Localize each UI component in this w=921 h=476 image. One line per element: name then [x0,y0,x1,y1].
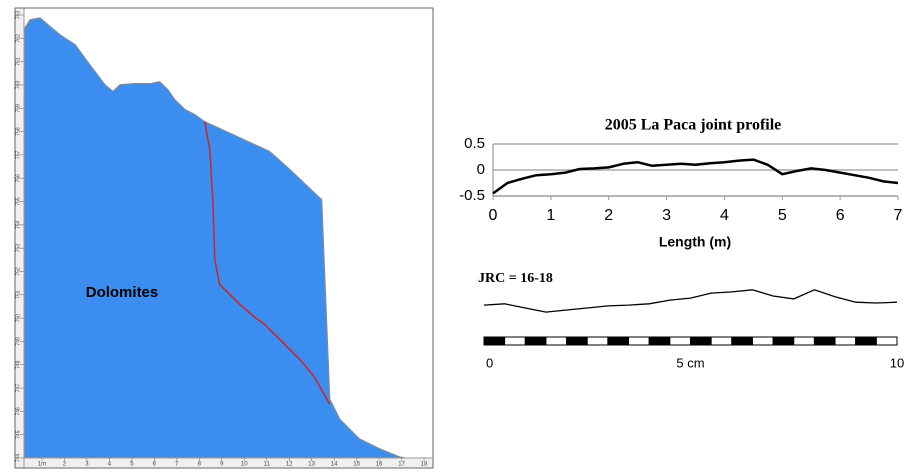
x-axis-label: Length (m) [659,234,731,250]
x-tick-label: 6 [153,462,157,468]
line [492,158,899,195]
y-tick-label: 755 [15,197,21,206]
frame [14,7,434,469]
scale-segment [524,336,547,346]
x-tick-label: 10 [241,462,248,468]
x-tick-label: 8 [198,462,202,468]
x-tick-label: 14 [331,462,338,468]
x-tick-label: 16 [376,462,383,468]
chart-title: 2005 La Paca joint profile [605,117,782,134]
x-tick-label: 4 [720,207,729,224]
scale-segment [834,336,857,346]
scale-segment [772,336,795,346]
y-tick-label: 747 [15,384,21,393]
x-tick-label: 3 [662,207,671,224]
x-tick-label: 12 [286,462,293,468]
y-tick-label: 760 [15,81,21,90]
scale-segment [669,336,691,346]
x-tick-label: 5 [130,462,134,468]
x-tick-label: 17 [398,462,405,468]
x-tick-label: 15 [353,462,360,468]
annotation: JRC = 16-18 [478,271,553,286]
y-tick-label: 757 [15,151,21,160]
x-tick-label: 3 [85,462,89,468]
y-tick-label: 761 [15,57,21,66]
scale-segment [813,336,836,346]
y-tick-label: 0.5 [464,135,485,152]
y-tick-label: -0.5 [459,187,485,204]
scale-label: 5 cm [676,355,704,370]
y-tick-label: 754 [15,220,21,229]
scale-segment [855,336,877,346]
scale-segment [586,336,609,346]
scale-segment [793,336,815,346]
y-tick-label: 746 [15,407,21,416]
x-tick-label: 0 [489,207,498,224]
y-tick-label: 763 [15,11,21,20]
y-tick-label: 0 [477,161,485,178]
scale-segment [483,336,506,346]
y-tick-label: 752 [15,267,21,276]
y-tick-label: 748 [15,360,21,369]
profile-line [483,289,898,313]
scale-segment [566,336,588,346]
y-tick-label: 756 [15,174,21,183]
x-tick-label: 5 [778,207,787,224]
scale-segment [628,336,650,346]
y-tick-label: 759 [15,104,21,113]
y-tick-label: 762 [15,34,21,43]
x-tick-label: 6 [836,207,845,224]
x-tick-label: 4 [108,462,112,468]
scale-label: 10 [890,355,904,370]
x-tick-label: 13 [308,462,315,468]
y-tick-label: 750 [15,314,21,323]
x-tick-label: 18 [421,462,428,468]
x-tick-label: 11 [264,462,271,468]
scale-segment [731,336,753,346]
line [203,121,331,405]
scale-segment [690,336,712,346]
x-tick-label: 1 [546,207,555,224]
x-tick-label: 1m [38,462,46,468]
annotation: Dolomites [86,284,159,301]
y-tick-label: 753 [15,244,21,253]
x-tick-label: 2 [63,462,67,468]
y-tick-label: 745 [15,430,21,439]
scale-segment [504,336,526,346]
scale-label: 0 [486,355,493,370]
scale-segment [545,336,568,346]
x-tick-label: 7 [175,462,179,468]
y-tick-label: 749 [15,337,21,346]
scale-segment [648,336,671,346]
scale-segment [607,336,630,346]
x-tick-label: 2 [604,207,613,224]
x-tick-label: 9 [220,462,224,468]
y-tick-label: 751 [15,290,21,299]
y-tick-label: 744 [15,454,21,463]
x-tick-label: 7 [894,207,903,224]
scale-segment [710,336,733,346]
scale-segment [875,336,898,346]
y-tick-label: 758 [15,127,21,136]
scale-segment [751,336,774,346]
y-ruler [14,7,25,469]
